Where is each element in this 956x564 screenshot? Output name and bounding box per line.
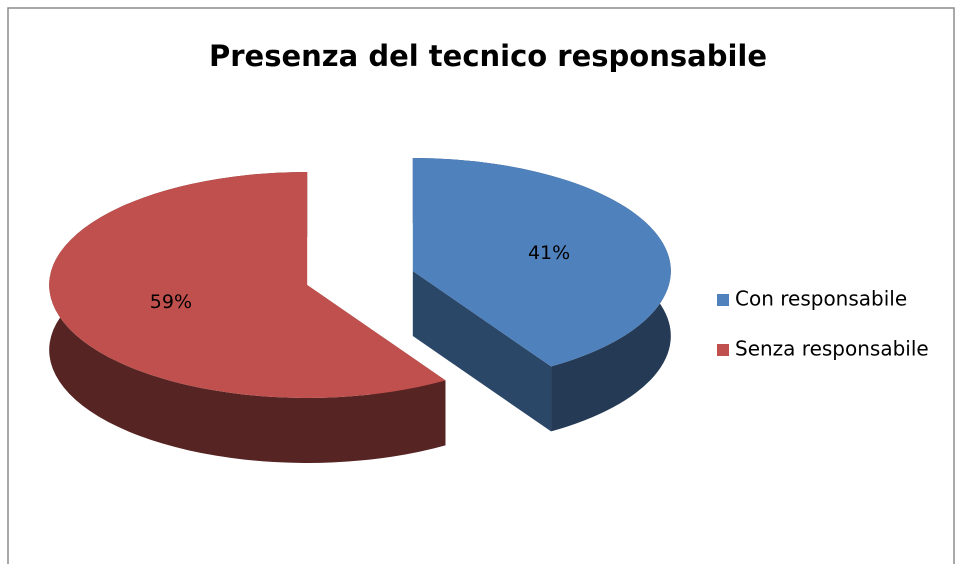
slice-side-face [412, 271, 552, 432]
chart-title: Presenza del tecnico responsabile [209, 39, 767, 73]
slice [49, 171, 446, 398]
data-label: 59% [150, 291, 192, 313]
legend-label: Con responsabile [735, 287, 907, 311]
legend-swatch [717, 294, 729, 306]
legend-label: Senza responsabile [735, 337, 929, 361]
data-label: 41% [528, 242, 570, 264]
legend-swatch [717, 344, 729, 356]
slice [412, 158, 671, 367]
